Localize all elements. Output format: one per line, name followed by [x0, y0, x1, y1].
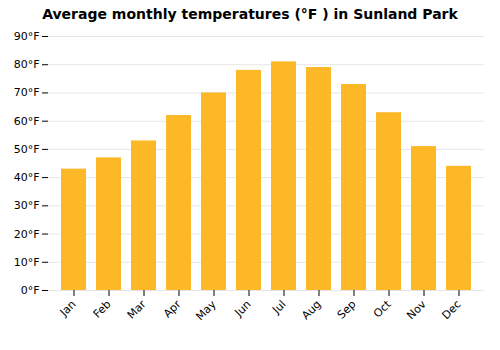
svg-text:Jun: Jun [232, 298, 254, 320]
svg-text:Aug: Aug [299, 298, 323, 322]
svg-text:0°F: 0°F [21, 284, 40, 297]
html-text:Average monthly temperatures (: Average monthly temperatures (°F ) in Su… [42, 6, 458, 22]
svg-text:Mar: Mar [125, 297, 149, 321]
svg-text:Sep: Sep [335, 298, 359, 322]
svg-text:May: May [193, 297, 219, 323]
svg-text:Feb: Feb [91, 298, 114, 321]
svg-text:20°F: 20°F [14, 228, 40, 241]
svg-text:Oct: Oct [371, 297, 394, 320]
svg-text:90°F: 90°F [14, 30, 40, 43]
svg-text:70°F: 70°F [14, 86, 40, 99]
svg-text:10°F: 10°F [14, 256, 40, 269]
svg-text:50°F: 50°F [14, 143, 40, 156]
svg-text:Jul: Jul [269, 298, 288, 317]
svg-text:Apr: Apr [161, 297, 184, 320]
svg-text:30°F: 30°F [14, 199, 40, 212]
svg-text:Jan: Jan [57, 298, 79, 320]
svg-text:60°F: 60°F [14, 115, 40, 128]
svg-text:Nov: Nov [404, 297, 429, 322]
svg-text:80°F: 80°F [14, 58, 40, 71]
svg-text:40°F: 40°F [14, 171, 40, 184]
svg-text:Dec: Dec [439, 298, 463, 322]
